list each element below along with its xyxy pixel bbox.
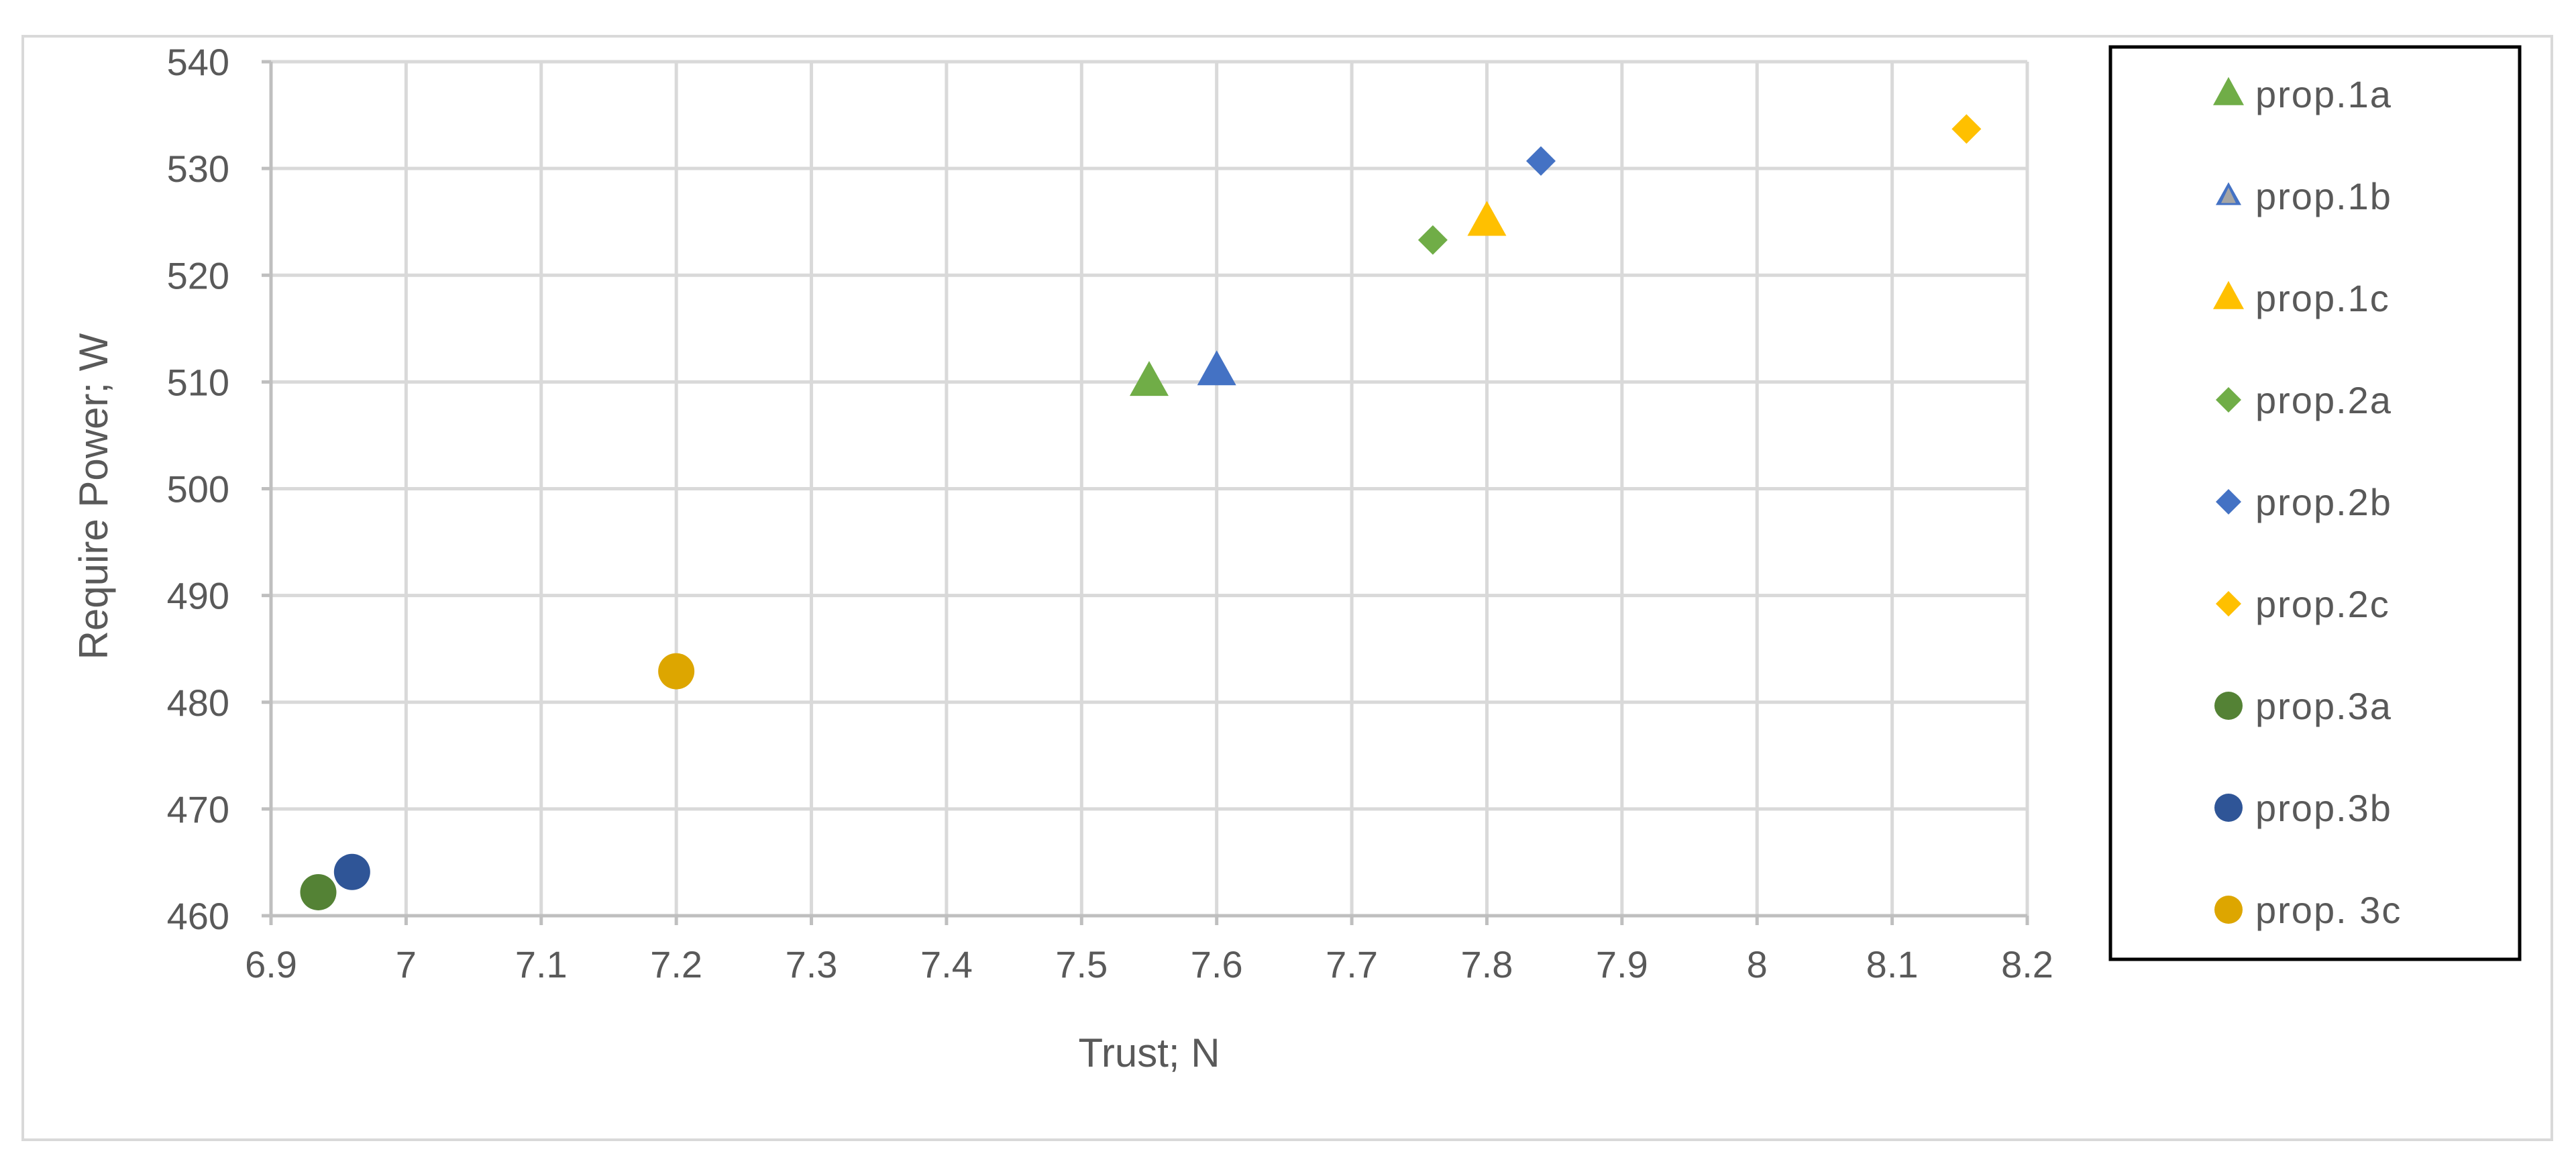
x-tick-label: 7.6 [1191, 943, 1243, 985]
x-tick-label: 7.1 [515, 943, 568, 985]
data-point-prop-2a [1417, 225, 1448, 255]
legend-marker-icon [2216, 387, 2241, 413]
legend-marker-icon [2214, 794, 2243, 822]
x-axis-title: Trust; N [1078, 1030, 1220, 1075]
data-point-prop-3b [333, 853, 370, 890]
y-axis-title: Require Power; W [71, 333, 116, 659]
legend-entry: prop.3a [2214, 685, 2392, 727]
legend-marker-icon [2216, 591, 2241, 617]
y-tick-label: 460 [167, 895, 229, 937]
x-tick-label: 7.8 [1461, 943, 1513, 985]
x-tick-label: 7.4 [920, 943, 973, 985]
legend-entry: prop.2b [2216, 481, 2392, 523]
x-tick-label: 7 [396, 943, 417, 985]
legend-marker-icon [2216, 489, 2241, 515]
data-points [300, 114, 1982, 910]
legend-label: prop.1a [2255, 73, 2392, 115]
data-point-prop-2b [1526, 146, 1556, 176]
x-tick-label: 6.9 [245, 943, 297, 985]
y-tick-label: 540 [167, 41, 229, 83]
axes [262, 60, 2029, 925]
data-point-prop-1b [1197, 350, 1236, 386]
legend-label: prop.2a [2255, 379, 2392, 421]
y-tick-label: 490 [167, 575, 229, 617]
legend-label: prop.2b [2255, 481, 2392, 523]
data-point-prop-1a [1130, 361, 1169, 396]
data-point-prop-3a [300, 873, 337, 910]
data-point-prop-1c [1467, 201, 1507, 236]
legend-marker-icon [2214, 692, 2243, 720]
legend: prop.1a prop.1b prop.1c prop.2a prop.2b prop.… [2108, 45, 2522, 961]
y-tick-label: 510 [167, 361, 229, 403]
legend-label: prop. 3c [2255, 889, 2402, 931]
data-point-prop-3c [658, 653, 695, 690]
legend-label: prop.3b [2255, 787, 2392, 829]
legend-label: prop.1c [2255, 277, 2390, 319]
x-tick-label: 7.5 [1055, 943, 1108, 985]
y-tick-label: 500 [167, 468, 229, 511]
legend-marker-icon [2213, 280, 2244, 309]
legend-entry: prop.1a [2213, 73, 2392, 115]
legend-label: prop.2c [2255, 583, 2390, 625]
y-axis-tick-labels: 460 470 480 490 500 510 520 530 540 [167, 41, 229, 937]
y-tick-label: 480 [167, 682, 229, 724]
x-tick-label: 7.3 [786, 943, 838, 985]
legend-entry: prop.1c [2213, 277, 2390, 319]
legend-entry: prop.2a [2216, 379, 2392, 421]
x-tick-label: 8 [1747, 943, 1768, 985]
legend-marker-inner [2221, 187, 2236, 203]
y-tick-label: 470 [167, 788, 229, 831]
legend-entry: prop. 3c [2214, 889, 2402, 931]
x-tick-label: 8.1 [1866, 943, 1919, 985]
x-tick-label: 8.2 [2001, 943, 2053, 985]
legend-label: prop.3a [2255, 685, 2392, 727]
legend-label: prop.1b [2255, 175, 2392, 217]
x-tick-label: 7.7 [1326, 943, 1378, 985]
x-tick-label: 7.9 [1596, 943, 1648, 985]
legend-entry: prop.1b [2216, 175, 2392, 217]
legend-entry: prop.2c [2216, 583, 2390, 625]
y-tick-label: 530 [167, 148, 229, 190]
x-tick-label: 7.2 [650, 943, 702, 985]
legend-box [2108, 45, 2522, 961]
x-axis-tick-labels: 6.9 7 7.1 7.2 7.3 7.4 7.5 7.6 7.7 7.8 7.9 8 8.1 8.2 [245, 943, 2053, 985]
data-point-prop-2c [1951, 114, 1982, 144]
legend-entry: prop.3b [2214, 787, 2392, 829]
legend-marker-icon [2214, 896, 2243, 924]
legend-marker-icon [2213, 76, 2244, 105]
y-tick-label: 520 [167, 254, 229, 297]
